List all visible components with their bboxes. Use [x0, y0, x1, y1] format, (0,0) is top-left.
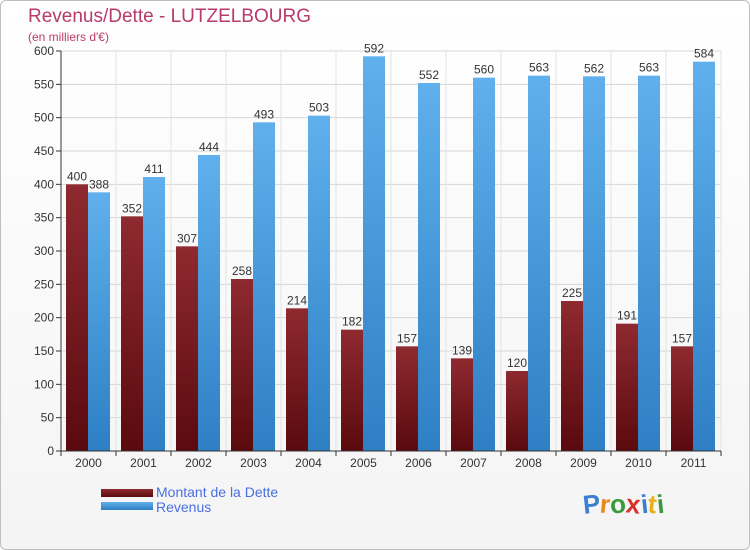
data-label-debt: 120: [507, 356, 527, 370]
bar-revenue: [528, 75, 550, 452]
bar-revenue: [253, 122, 275, 451]
bar-debt: [341, 329, 363, 451]
data-label-debt: 157: [672, 331, 692, 345]
data-label-debt: 182: [342, 315, 362, 329]
y-tick-label: 100: [34, 377, 54, 391]
y-tick-label: 350: [34, 211, 54, 225]
data-label-revenue: 411: [144, 162, 163, 176]
chart-subtitle: (en milliers d'€): [28, 30, 109, 44]
data-label-debt: 191: [617, 309, 637, 323]
axes: 0 50 100 150 200 250 300 350 400 450 500 550 600 2000…: [34, 44, 722, 470]
x-tick-label: 2001: [130, 456, 157, 470]
data-label-revenue: 493: [254, 107, 274, 121]
bar-debt: [231, 279, 253, 451]
data-label-revenue: 563: [529, 61, 549, 75]
data-label-revenue: 552: [419, 68, 439, 82]
bar-revenue: [693, 61, 715, 452]
x-tick-label: 2007: [460, 456, 487, 470]
x-tick-label: 2010: [625, 456, 652, 470]
y-tick-label: 550: [34, 77, 54, 91]
bar-revenue: [418, 83, 440, 451]
y-tick-label: 250: [34, 277, 54, 291]
data-label-revenue: 563: [639, 61, 659, 75]
data-label-revenue: 388: [89, 177, 109, 191]
bar-revenue: [473, 77, 495, 452]
data-label-debt: 352: [122, 201, 142, 215]
x-tick-label: 2002: [185, 456, 212, 470]
x-tick-label: 2003: [240, 456, 267, 470]
y-tick-label: 150: [34, 344, 54, 358]
x-tick-label: 2006: [405, 456, 432, 470]
y-tick-label: 600: [34, 44, 54, 58]
data-label-revenue: 592: [364, 41, 384, 55]
legend-label-debt: Montant de la Dette: [156, 484, 279, 500]
bar-debt: [451, 358, 473, 451]
grid-lines: [60, 50, 722, 452]
data-label-debt: 214: [287, 293, 307, 307]
y-tick-label: 50: [41, 411, 55, 425]
bar-debt: [121, 216, 143, 451]
bar-debt: [176, 246, 198, 451]
data-label-debt: 225: [562, 286, 582, 300]
x-tick-label: 2005: [350, 456, 377, 470]
bar-debt: [616, 323, 638, 451]
y-tick-label: 500: [34, 111, 54, 125]
data-label-revenue: 444: [199, 140, 219, 154]
bar-revenue: [198, 155, 220, 451]
y-tick-label: 200: [34, 311, 54, 325]
bar-debt: [506, 371, 528, 451]
x-tick-label: 2000: [75, 456, 102, 470]
bar-revenue: [143, 177, 165, 451]
y-tick-label: 450: [34, 144, 54, 158]
legend-swatch-debt: [101, 489, 153, 497]
bar-revenue: [88, 192, 110, 452]
data-label-revenue: 503: [309, 101, 329, 115]
data-label-revenue: 584: [694, 47, 714, 61]
bar-revenue: [308, 115, 330, 452]
bar-debt: [66, 184, 88, 452]
chart-title: Revenus/Dette - LUTZELBOURG: [28, 6, 311, 27]
data-label-revenue: 560: [474, 63, 494, 77]
bar-revenue: [583, 76, 605, 451]
legend-label-revenue: Revenus: [156, 499, 212, 515]
data-label-debt: 157: [397, 331, 417, 345]
data-label-revenue: 562: [584, 61, 604, 75]
data-label-debt: 139: [452, 343, 472, 357]
y-tick-label: 0: [47, 444, 54, 458]
bar-debt: [286, 308, 308, 451]
bar-debt: [561, 301, 583, 451]
y-tick-label: 400: [34, 177, 54, 191]
x-tick-label: 2008: [515, 456, 542, 470]
bar-debt: [396, 346, 418, 451]
x-tick-label: 2009: [570, 456, 597, 470]
x-tick-label: 2011: [681, 456, 707, 470]
bar-revenue: [638, 75, 660, 452]
data-label-debt: 307: [177, 231, 197, 245]
bar-debt: [671, 346, 693, 451]
data-label-debt: 400: [67, 169, 87, 183]
legend-swatch-revenue: [101, 502, 153, 510]
bar-revenue: [363, 56, 385, 451]
data-label-debt: 258: [232, 264, 252, 278]
y-tick-label: 300: [34, 244, 54, 258]
x-tick-label: 2004: [295, 456, 322, 470]
proxiti-logo: Proxiti: [581, 488, 665, 520]
